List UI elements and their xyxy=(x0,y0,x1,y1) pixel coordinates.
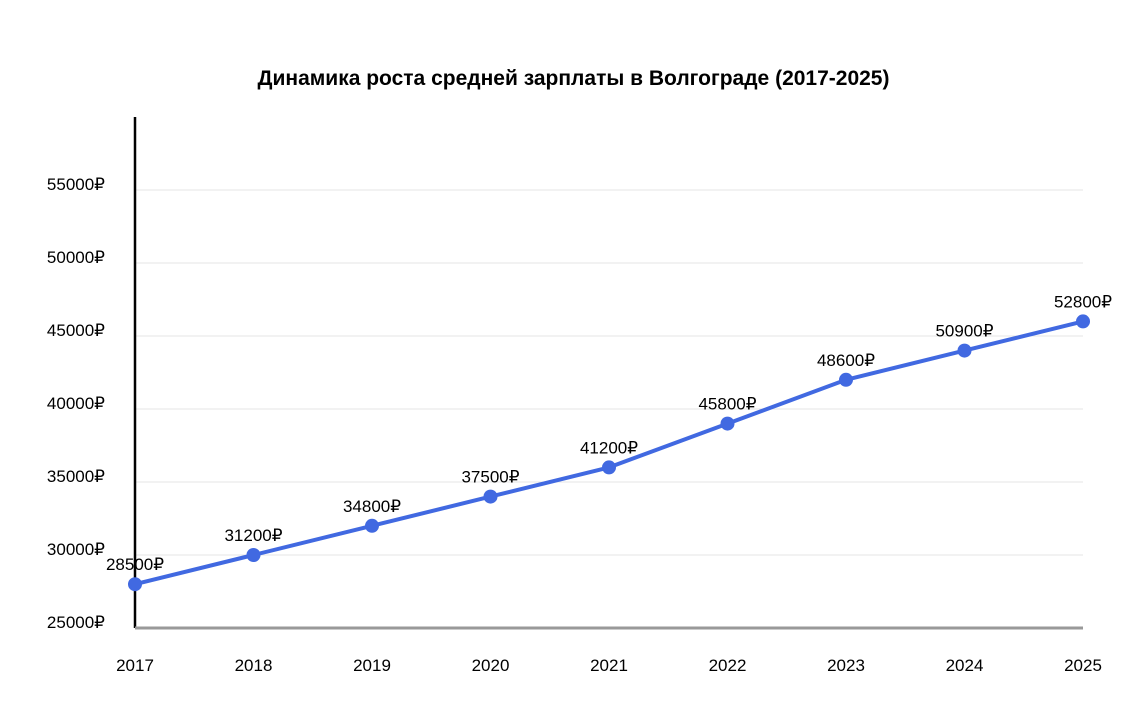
y-tick-labels: 25000₽ 30000₽ 35000₽ 40000₽ 45000₽ 50000₽ 5500… xyxy=(47,175,105,632)
x-tick-label: 2018 xyxy=(235,656,273,675)
data-label: 50900₽ xyxy=(935,322,993,341)
x-tick-label: 2022 xyxy=(709,656,747,675)
data-point xyxy=(128,577,142,592)
chart-title: Динамика роста средней зарплаты в Волгог… xyxy=(257,67,890,90)
data-label: 31200₽ xyxy=(224,526,282,545)
data-label: 52800₽ xyxy=(1054,292,1112,311)
data-label: 45800₽ xyxy=(698,395,756,414)
y-tick-label: 25000₽ xyxy=(47,613,105,632)
data-labels: 28500₽ 31200₽ 34800₽ 37500₽ 41200₽ 45800₽ 4860… xyxy=(106,292,1112,574)
grid-lines xyxy=(135,189,1083,556)
y-tick-label: 40000₽ xyxy=(47,394,105,413)
data-point xyxy=(957,343,972,358)
data-point xyxy=(839,372,853,387)
data-label: 37500₽ xyxy=(461,468,519,487)
x-tick-label: 2020 xyxy=(472,656,510,675)
x-tick-label: 2024 xyxy=(946,656,984,675)
data-points xyxy=(128,314,1090,592)
data-label: 48600₽ xyxy=(817,351,875,370)
data-point xyxy=(483,489,498,504)
x-tick-label: 2017 xyxy=(116,656,154,675)
data-point xyxy=(720,416,735,431)
x-tick-label: 2025 xyxy=(1064,656,1102,675)
x-tick-label: 2021 xyxy=(590,656,628,675)
x-tick-labels: 2017 2018 2019 2020 2021 2022 2023 2024 2025 xyxy=(116,656,1102,675)
axes xyxy=(133,117,1083,630)
x-tick-label: 2023 xyxy=(827,656,865,675)
data-point xyxy=(1076,314,1090,329)
y-tick-label: 45000₽ xyxy=(47,321,105,340)
data-point xyxy=(365,518,379,533)
y-tick-label: 55000₽ xyxy=(47,175,105,194)
data-label: 34800₽ xyxy=(343,497,401,516)
x-tick-label: 2019 xyxy=(353,656,391,675)
data-label: 41200₽ xyxy=(580,438,638,457)
y-tick-label: 50000₽ xyxy=(47,248,105,267)
data-label: 28500₽ xyxy=(106,555,164,574)
y-tick-label: 30000₽ xyxy=(47,540,105,559)
data-point xyxy=(246,548,261,562)
data-point xyxy=(602,460,616,475)
y-tick-label: 35000₽ xyxy=(47,467,105,486)
